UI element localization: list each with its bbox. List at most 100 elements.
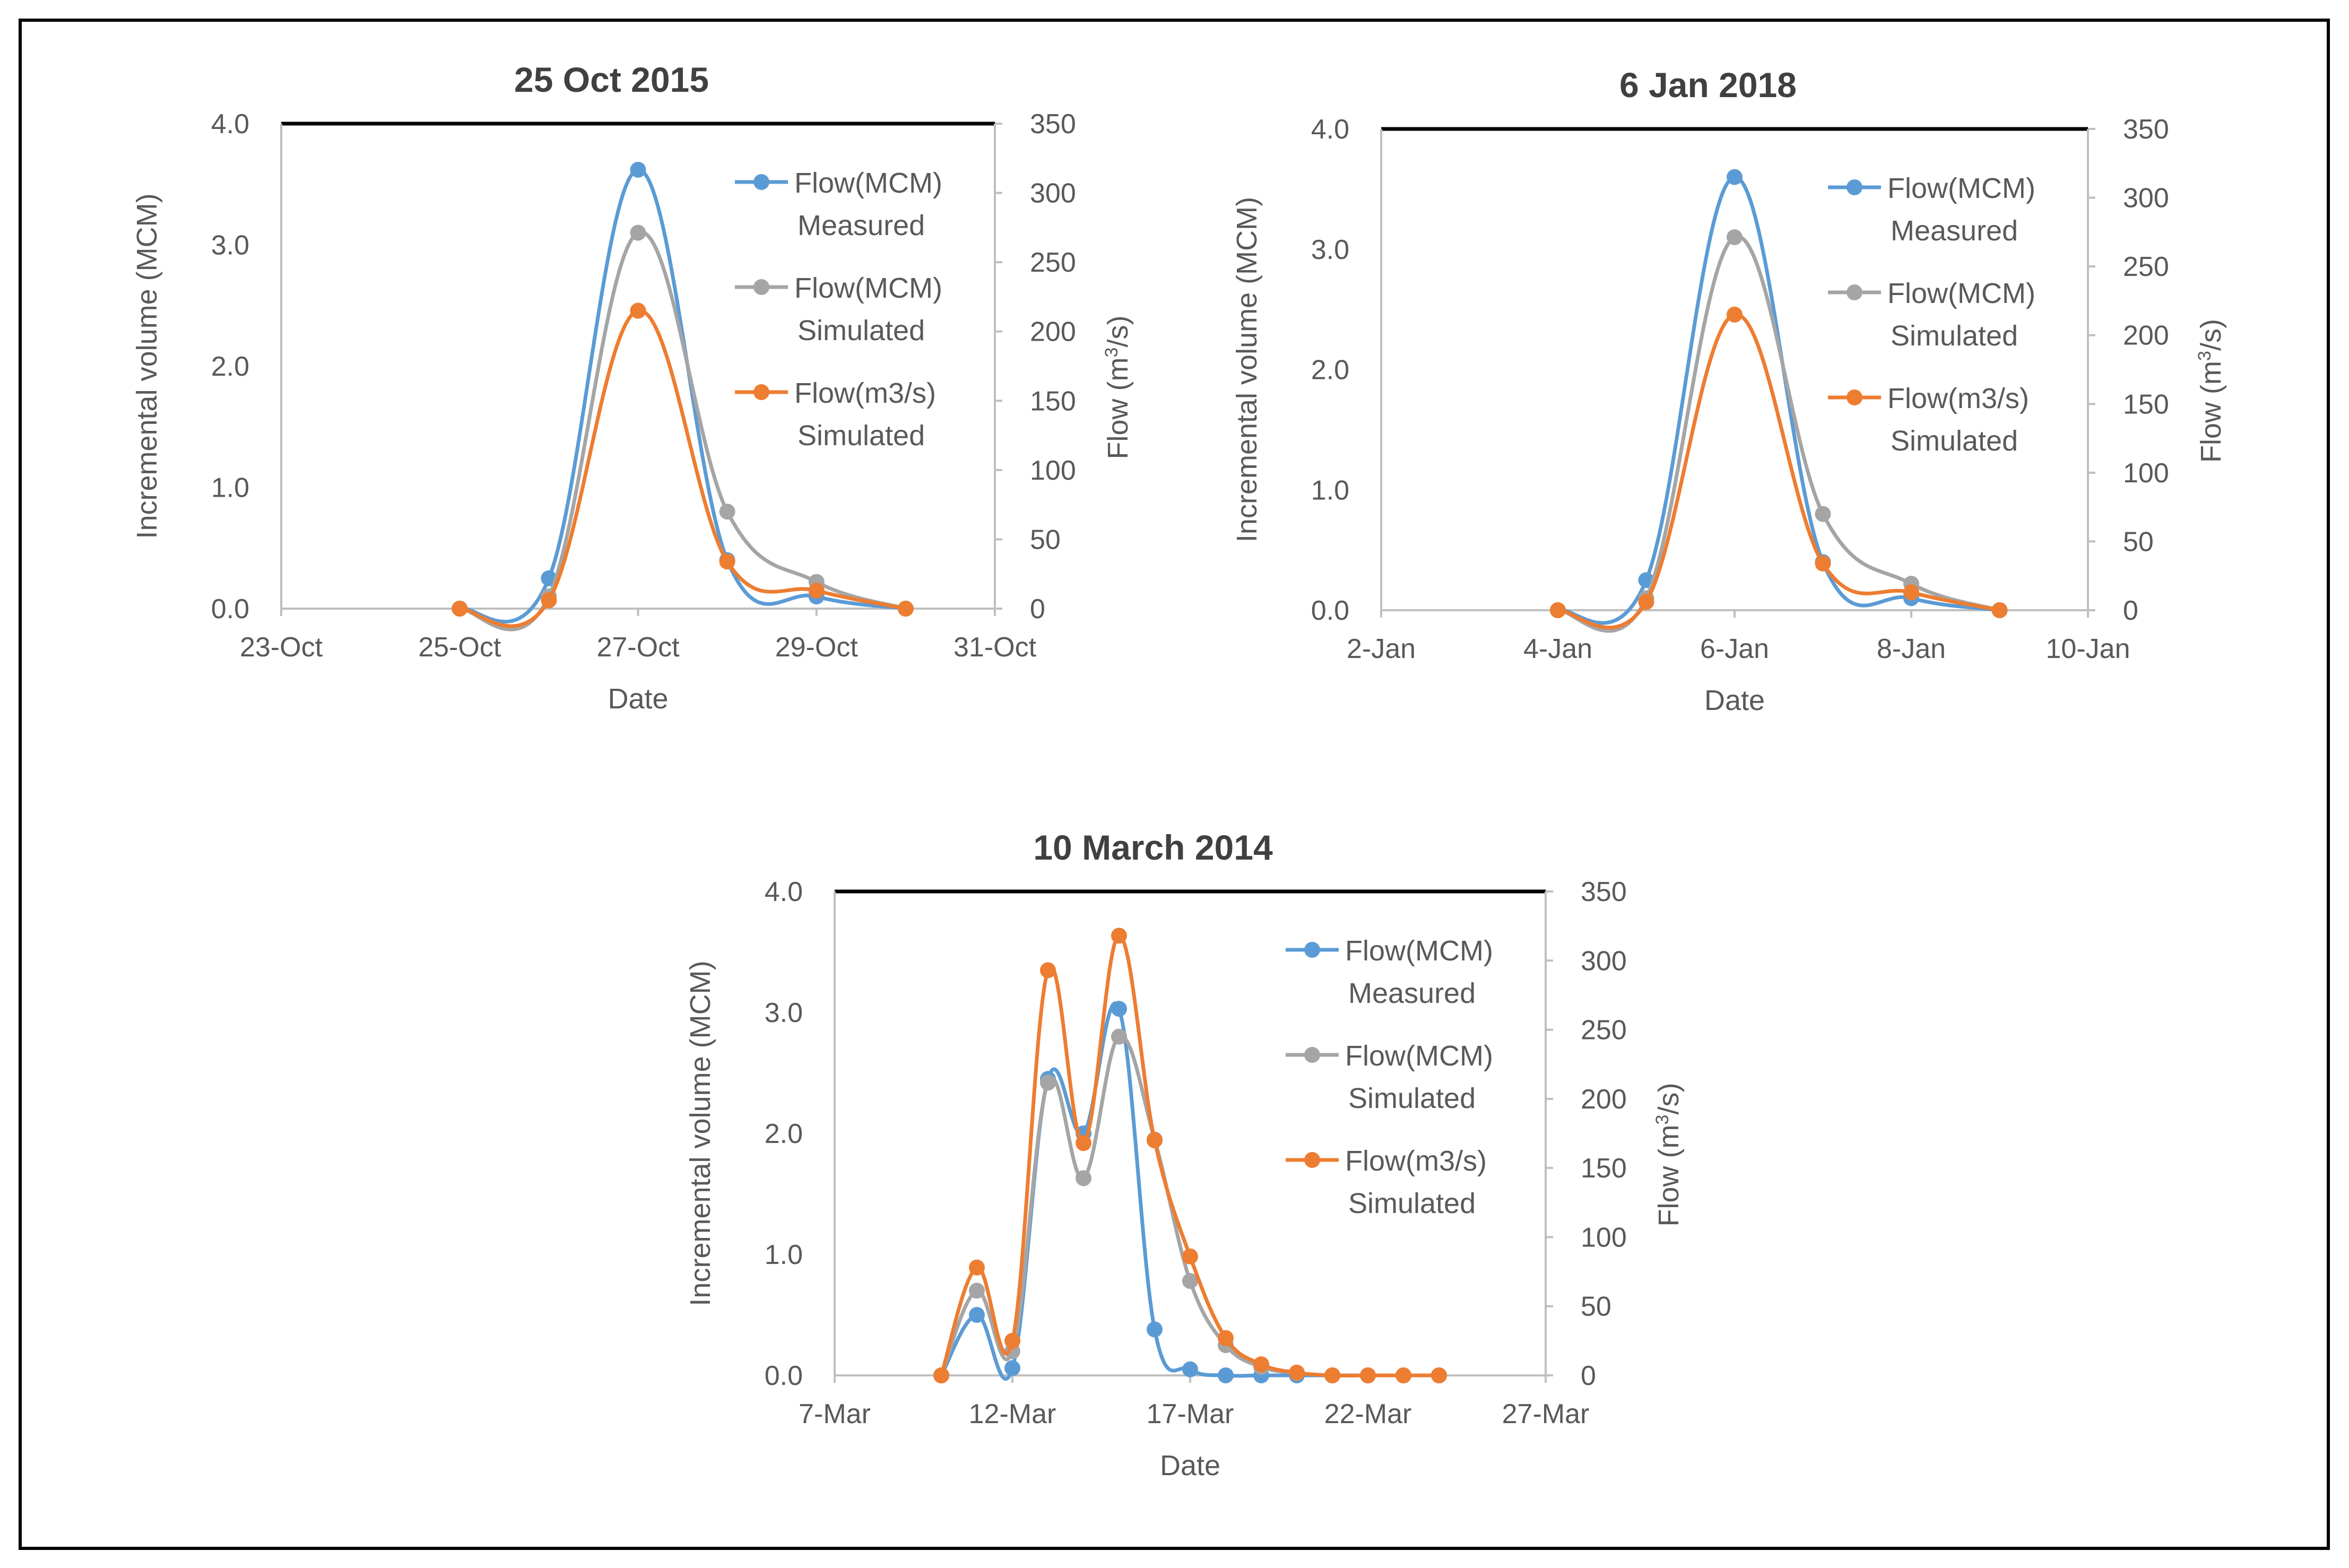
y2-tick-label: 100 [1030, 455, 1076, 486]
data-point [1004, 1332, 1020, 1349]
y-tick-label: 1.0 [211, 473, 249, 504]
y-tick-label: 2.0 [1311, 355, 1349, 386]
legend-marker [753, 174, 769, 190]
chart-25-oct-2015: 25 Oct 2015 23-Oct 25-Oct 27-Oct 29-Oct 31-Oc… [131, 60, 1134, 715]
chart-title: 10 March 2014 [1033, 828, 1273, 867]
data-point [1815, 555, 1831, 571]
x-axis-label: Date [1160, 1450, 1220, 1482]
data-point [1182, 1248, 1198, 1264]
y2-axis-label: Flow (m3/s) [1102, 316, 1134, 460]
legend-label: Flow(MCM) [794, 272, 942, 304]
y2-tick-label: 150 [1581, 1153, 1627, 1184]
chart-title: 6 Jan 2018 [1619, 65, 1797, 105]
legend-label: Simulated [798, 420, 925, 452]
legend-label: Flow(MCM) [1887, 172, 2035, 204]
legend-label: Flow(MCM) [1345, 935, 1493, 967]
y2-tick-label: 150 [1030, 386, 1076, 417]
y2-tick-label: 350 [2123, 114, 2169, 145]
data-point [1111, 1028, 1127, 1045]
data-point [1004, 1360, 1020, 1376]
data-point [1395, 1367, 1411, 1383]
y2-tick-label: 200 [1030, 317, 1076, 348]
data-point [1727, 229, 1743, 246]
y2-tick-label: 100 [1581, 1222, 1627, 1253]
legend-label: Simulated [1348, 1188, 1476, 1219]
y2-tick-label: 300 [1030, 178, 1076, 209]
data-point [1182, 1361, 1198, 1378]
data-point [541, 592, 557, 609]
data-point [969, 1259, 985, 1276]
y2-tick-label: 50 [1030, 524, 1061, 555]
data-point [969, 1307, 985, 1323]
data-point [1324, 1367, 1340, 1383]
chart-title: 25 Oct 2015 [514, 60, 709, 99]
x-tick-label: 4-Jan [1523, 634, 1592, 664]
legend-label: Measured [798, 210, 925, 241]
y2-tick-label: 50 [1581, 1292, 1611, 1322]
legend-label: Flow(MCM) [1887, 278, 2035, 309]
x-tick-label: 6-Jan [1700, 634, 1769, 664]
y2-tick-label: 200 [2123, 320, 2169, 351]
data-point [1076, 1170, 1091, 1186]
chart-10-march-2014: 10 March 2014 7-Mar 12-Mar 17-Mar 22-Mar 27-M… [684, 828, 1685, 1482]
y2-tick-label: 350 [1581, 877, 1627, 907]
data-point [719, 504, 735, 520]
data-point [1076, 1135, 1091, 1151]
y-axis-label: Incremental volume (MCM) [131, 193, 163, 539]
y-tick-label: 2.0 [211, 351, 249, 382]
legend-label: Simulated [1891, 425, 2018, 457]
legend-marker [1847, 179, 1862, 195]
y-tick-label: 2.0 [765, 1119, 803, 1149]
legend-label: Measured [1348, 977, 1476, 1009]
y-tick-label: 4.0 [211, 109, 249, 140]
data-point [1147, 1132, 1163, 1149]
data-point [1815, 506, 1831, 522]
data-point [1903, 584, 1919, 601]
legend-label: Flow(MCM) [794, 167, 942, 199]
legend-label: Flow(m3/s) [794, 377, 936, 409]
data-point [1991, 602, 2008, 618]
y2-tick-label: 0 [1581, 1361, 1596, 1391]
chart-6-jan-2018: 6 Jan 2018 2-Jan 4-Jan 6-Jan 8-Jan 10-Jan 0.0 1… [1231, 65, 2227, 716]
y2-tick-label: 300 [2123, 183, 2169, 214]
data-point [1289, 1364, 1305, 1381]
legend-label: Flow(m3/s) [1887, 383, 2029, 414]
data-point [1111, 1001, 1127, 1017]
data-point [969, 1283, 985, 1299]
data-point [1040, 962, 1056, 978]
y2-tick-label: 250 [1581, 1015, 1627, 1046]
y2-tick-label: 0 [2123, 595, 2138, 626]
y2-tick-label: 50 [2123, 526, 2154, 557]
x-tick-label: 22-Mar [1324, 1399, 1412, 1430]
y2-tick-label: 250 [1030, 247, 1076, 278]
legend-marker [1304, 1047, 1320, 1063]
x-tick-label: 8-Jan [1877, 634, 1946, 664]
data-point [1111, 928, 1127, 944]
data-point [452, 601, 468, 617]
y2-tick-label: 100 [2123, 458, 2169, 489]
data-point [1638, 594, 1654, 610]
y2-tick-label: 0 [1030, 594, 1045, 625]
data-point [1360, 1367, 1376, 1383]
data-point [630, 224, 646, 241]
x-axis-label: Date [1704, 685, 1765, 716]
data-point [1550, 602, 1566, 618]
legend-label: Simulated [1891, 320, 2018, 352]
data-point [1727, 306, 1743, 323]
y-tick-label: 0.0 [765, 1361, 803, 1391]
x-tick-label: 7-Mar [799, 1399, 871, 1430]
legend-marker [1304, 1152, 1320, 1168]
x-tick-label: 29-Oct [775, 632, 859, 663]
y2-tick-label: 250 [2123, 252, 2169, 282]
x-tick-label: 12-Mar [969, 1399, 1056, 1430]
legend-label: Measured [1891, 215, 2018, 247]
x-tick-label: 17-Mar [1147, 1399, 1234, 1430]
y-tick-label: 0.0 [1311, 595, 1349, 626]
y2-axis-label: Flow (m3/s) [1652, 1083, 1685, 1227]
data-point [1040, 1075, 1056, 1091]
data-point [1147, 1321, 1163, 1338]
y-tick-label: 0.0 [211, 594, 249, 625]
x-tick-label: 31-Oct [954, 632, 1037, 663]
y2-tick-label: 300 [1581, 946, 1627, 976]
